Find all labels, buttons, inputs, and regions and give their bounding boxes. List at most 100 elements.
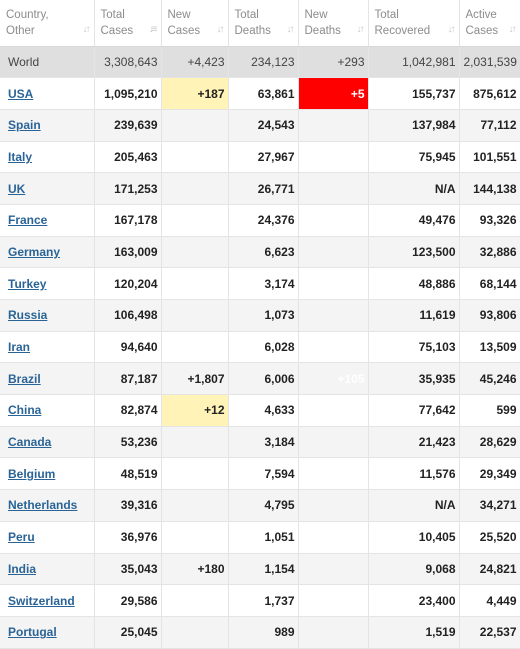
total-cases-cell: 1,095,210 [94, 77, 162, 110]
active-cases-cell: 29,349 [459, 457, 520, 491]
total-recovered-cell: 123,500 [368, 236, 460, 269]
table-row: India 35,043 +180 1,154 9,068 24,821 [0, 553, 520, 586]
total-cases-cell: 48,519 [94, 457, 162, 491]
new-deaths-cell [298, 457, 369, 491]
new-cases-cell [161, 426, 229, 459]
country-link[interactable]: Belgium [8, 466, 56, 481]
column-label: Total Cases [100, 8, 134, 37]
total-deaths-cell: 26,771 [228, 172, 299, 205]
total-recovered-cell: 75,103 [368, 331, 460, 364]
active-cases-cell: 24,821 [459, 553, 520, 586]
new-deaths-cell [298, 394, 369, 427]
active-cases-cell: 34,271 [459, 489, 520, 522]
new-cases-cell [161, 331, 229, 364]
sort-arrows-icon[interactable]: ↓↑ [508, 23, 517, 35]
country-link[interactable]: Spain [8, 118, 41, 133]
country-name: World [0, 46, 95, 79]
column-header-country[interactable]: Country, Other ↓↑ [0, 0, 95, 47]
column-label: Total Deaths [234, 8, 271, 37]
country-cell: Netherlands [0, 489, 95, 522]
table-row: Brazil 87,187 +1,807 6,006 +105 35,935 45,246 [0, 362, 520, 396]
total-deaths-cell: 6,623 [228, 236, 299, 269]
active-cases-cell: 77,112 [459, 109, 520, 142]
new-cases-cell [161, 616, 229, 649]
country-link[interactable]: China [8, 403, 42, 418]
total-deaths-cell: 989 [228, 616, 299, 649]
country-cell: Peru [0, 521, 95, 554]
country-cell: Canada [0, 426, 95, 459]
sort-descending-icon[interactable]: ↓≡ [148, 23, 158, 35]
country-link[interactable]: India [8, 561, 37, 576]
country-link[interactable]: Turkey [8, 276, 47, 291]
total-deaths-cell: 3,184 [228, 426, 299, 459]
country-link[interactable]: Switzerland [8, 593, 75, 608]
total-cases-cell: 53,236 [94, 426, 162, 459]
country-link[interactable]: Portugal [8, 625, 57, 640]
new-cases-cell: +1,807 [161, 362, 229, 396]
table-row: Canada 53,236 3,184 21,423 28,629 [0, 426, 520, 459]
country-cell: France [0, 204, 95, 237]
new-cases-cell [161, 172, 229, 205]
active-cases-cell: 599 [459, 394, 520, 427]
country-cell: Turkey [0, 267, 95, 300]
total-deaths-cell: 6,006 [228, 362, 299, 396]
new-deaths-cell [298, 141, 369, 174]
column-header-active-cases[interactable]: Active Cases ↓↑ [459, 0, 520, 47]
country-link[interactable]: Russia [8, 308, 48, 323]
country-link[interactable]: USA [8, 86, 34, 101]
new-deaths-cell [298, 553, 369, 586]
total-cases-cell: 87,187 [94, 362, 162, 396]
sort-arrows-icon[interactable]: ↓↑ [82, 23, 91, 35]
table-row: Italy 205,463 27,967 75,945 101,551 [0, 141, 520, 174]
new-cases-cell: +4,423 [161, 46, 229, 79]
country-cell: Switzerland [0, 584, 95, 617]
new-cases-cell [161, 109, 229, 142]
country-link[interactable]: Germany [8, 244, 61, 259]
new-cases-cell [161, 521, 229, 554]
total-cases-cell: 25,045 [94, 616, 162, 649]
total-recovered-cell: 48,886 [368, 267, 460, 300]
new-deaths-cell [298, 521, 369, 554]
country-link[interactable]: Italy [8, 149, 33, 164]
column-header-total-deaths[interactable]: Total Deaths ↓↑ [228, 0, 299, 47]
table-row: China 82,874 +12 4,633 77,642 599 [0, 394, 520, 427]
header-row: Country, Other ↓↑ Total Cases ↓≡ New Cases… [0, 0, 520, 47]
table-row: France 167,178 24,376 49,476 93,326 [0, 204, 520, 237]
sort-arrows-icon[interactable]: ↓↑ [447, 23, 456, 35]
country-link[interactable]: Canada [8, 435, 52, 450]
total-cases-cell: 106,498 [94, 299, 162, 332]
table-row: Peru 36,976 1,051 10,405 25,520 [0, 521, 520, 554]
total-recovered-cell: 11,619 [368, 299, 460, 332]
sort-arrows-icon[interactable]: ↓↑ [356, 23, 365, 35]
total-recovered-cell: 1,519 [368, 616, 460, 649]
country-link[interactable]: Brazil [8, 371, 41, 386]
country-link[interactable]: France [8, 213, 48, 228]
sort-arrows-icon[interactable]: ↓↑ [216, 23, 225, 35]
new-deaths-cell [298, 489, 369, 522]
column-header-new-deaths[interactable]: New Deaths ↓↑ [298, 0, 369, 47]
country-link[interactable]: Iran [8, 340, 31, 355]
total-deaths-cell: 1,051 [228, 521, 299, 554]
active-cases-cell: 28,629 [459, 426, 520, 459]
country-link[interactable]: Peru [8, 530, 35, 545]
sort-arrows-icon[interactable]: ↓↑ [286, 23, 295, 35]
new-cases-cell [161, 141, 229, 174]
column-header-total-cases[interactable]: Total Cases ↓≡ [94, 0, 162, 47]
column-label: New Cases [167, 8, 201, 37]
column-label: Country, Other [6, 8, 49, 37]
column-header-total-recovered[interactable]: Total Recovered ↓↑ [368, 0, 460, 47]
new-deaths-cell [298, 616, 369, 649]
total-recovered-cell: N/A [368, 172, 460, 205]
table-row: Iran 94,640 6,028 75,103 13,509 [0, 331, 520, 364]
table-row: USA 1,095,210 +187 63,861 +5 155,737 875,612 [0, 77, 520, 110]
country-cell: Germany [0, 236, 95, 269]
column-header-new-cases[interactable]: New Cases ↓↑ [161, 0, 229, 47]
country-cell: Italy [0, 141, 95, 174]
country-link[interactable]: UK [8, 181, 26, 196]
new-deaths-cell [298, 204, 369, 237]
total-cases-cell: 163,009 [94, 236, 162, 269]
total-deaths-cell: 7,594 [228, 457, 299, 491]
country-link[interactable]: Netherlands [8, 498, 78, 513]
total-cases-cell: 35,043 [94, 553, 162, 586]
country-cell: Brazil [0, 362, 95, 396]
